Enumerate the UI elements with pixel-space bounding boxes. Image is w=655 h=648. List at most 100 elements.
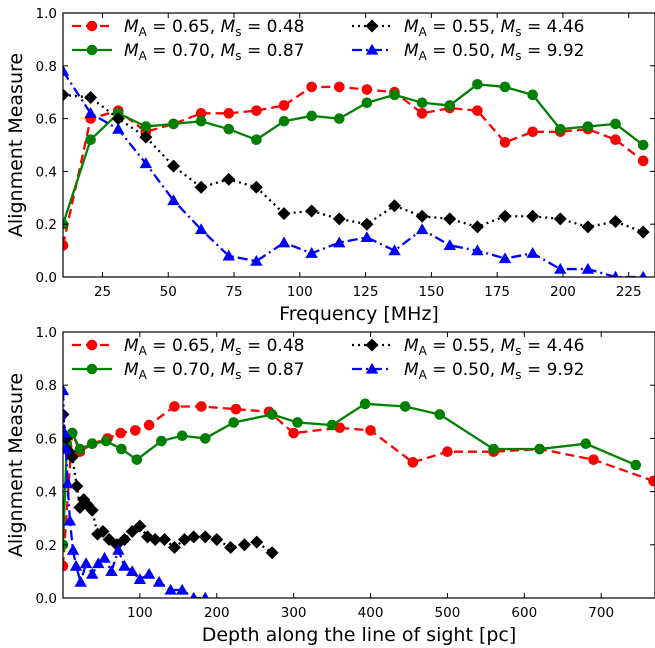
data-point xyxy=(167,159,181,173)
x-tick-label: 150 xyxy=(418,284,444,300)
legend-label: MA = 0.50, Ms = 9.92 xyxy=(404,41,584,63)
data-point xyxy=(639,270,647,277)
data-point xyxy=(142,567,156,579)
legend-label: MA = 0.70, Ms = 0.87 xyxy=(124,41,304,63)
data-point xyxy=(63,64,70,76)
data-point xyxy=(63,384,70,396)
data-point xyxy=(416,108,428,119)
data-point xyxy=(389,89,400,101)
x-axis-title: Frequency [MHz] xyxy=(279,303,439,325)
data-point xyxy=(199,433,211,444)
x-tick-label: 125 xyxy=(353,284,379,300)
y-tick-label: 0.6 xyxy=(36,112,57,128)
data-point xyxy=(65,450,79,464)
data-point xyxy=(168,118,179,130)
legend-label: MA = 0.50, Ms = 9.92 xyxy=(404,360,584,382)
series-3 xyxy=(63,88,650,239)
series-4 xyxy=(63,64,647,277)
data-point xyxy=(196,401,207,412)
data-point xyxy=(156,435,167,447)
series-line xyxy=(63,402,637,545)
data-point xyxy=(415,223,429,235)
legend-label: MA = 0.55, Ms = 4.46 xyxy=(404,336,584,358)
data-point xyxy=(111,112,125,126)
data-point xyxy=(167,194,180,206)
data-point xyxy=(488,443,499,455)
data-point xyxy=(250,535,264,549)
data-point xyxy=(470,220,484,234)
legend-label: MA = 0.55, Ms = 4.46 xyxy=(404,17,584,39)
data-point xyxy=(580,438,592,450)
data-point xyxy=(86,438,98,450)
x-axis-title: Depth along the line of sight [pc] xyxy=(202,624,517,646)
y-tick-label: 0.4 xyxy=(36,485,57,501)
data-point xyxy=(610,134,621,146)
chart-panel-1: 0.0 0.2 0.4 0.6 0.8 1.0 25 50 75 100 125 150 175 200 2… xyxy=(5,6,655,325)
data-point xyxy=(86,567,99,579)
data-point xyxy=(177,532,191,546)
data-point xyxy=(360,217,374,231)
data-point xyxy=(129,425,141,436)
data-point xyxy=(305,247,318,258)
data-point xyxy=(610,118,621,130)
x-tick-label: 500 xyxy=(435,605,461,621)
data-point xyxy=(176,430,188,442)
data-point xyxy=(361,97,373,109)
legend-item-2: MA = 0.70, Ms = 0.87 xyxy=(72,41,304,63)
data-point xyxy=(407,457,419,468)
legend-item-1: MA = 0.65, Ms = 0.48 xyxy=(72,336,304,358)
data-point xyxy=(222,249,235,261)
data-point xyxy=(139,130,153,144)
data-point xyxy=(266,409,278,420)
data-point xyxy=(222,172,236,186)
data-point xyxy=(175,583,189,595)
data-point xyxy=(637,155,649,167)
data-point xyxy=(194,180,208,194)
data-point xyxy=(131,454,143,465)
data-point xyxy=(96,525,110,538)
data-point xyxy=(278,100,290,111)
data-point xyxy=(195,115,207,127)
y-tick-label: 0.0 xyxy=(36,270,57,286)
data-point xyxy=(118,532,132,546)
data-point xyxy=(526,247,539,258)
data-point xyxy=(582,121,594,132)
data-point xyxy=(588,454,599,465)
data-point xyxy=(499,81,511,93)
data-point xyxy=(278,115,290,127)
y-axis-title: Alignment Measure xyxy=(5,373,27,557)
data-point xyxy=(84,90,98,104)
legend-item-4: MA = 0.50, Ms = 9.92 xyxy=(352,360,584,382)
legend-label: MA = 0.65, Ms = 0.48 xyxy=(124,336,304,358)
data-point xyxy=(305,204,319,218)
y-tick-label: 0.8 xyxy=(36,59,57,75)
data-point xyxy=(167,540,181,554)
data-point xyxy=(74,443,86,455)
data-point xyxy=(133,519,147,533)
x-tick-label: 200 xyxy=(204,605,230,621)
x-tick-label: 75 xyxy=(225,284,242,300)
legend-marker xyxy=(86,20,98,32)
data-point xyxy=(139,157,153,169)
data-point xyxy=(442,446,453,458)
chart-panel-2: 0.0 0.2 0.4 0.6 0.8 1.0 100 200 300 400 500 600 700 D… xyxy=(5,325,655,646)
x-tick-label: 200 xyxy=(550,284,576,300)
data-point xyxy=(527,126,538,138)
data-point xyxy=(79,557,93,569)
y-tick-label: 0.0 xyxy=(36,591,57,607)
data-point xyxy=(74,575,87,587)
data-point xyxy=(228,417,239,428)
data-point xyxy=(277,207,291,221)
legend-marker xyxy=(365,362,379,374)
legend-item-1: MA = 0.65, Ms = 0.48 xyxy=(72,17,304,39)
data-point xyxy=(118,559,131,571)
data-point xyxy=(416,97,428,109)
data-point xyxy=(70,479,84,493)
data-point xyxy=(326,419,338,431)
data-point xyxy=(84,107,97,118)
data-point xyxy=(66,543,80,555)
legend-label: MA = 0.65, Ms = 0.48 xyxy=(124,17,304,39)
legend-marker xyxy=(86,44,98,56)
